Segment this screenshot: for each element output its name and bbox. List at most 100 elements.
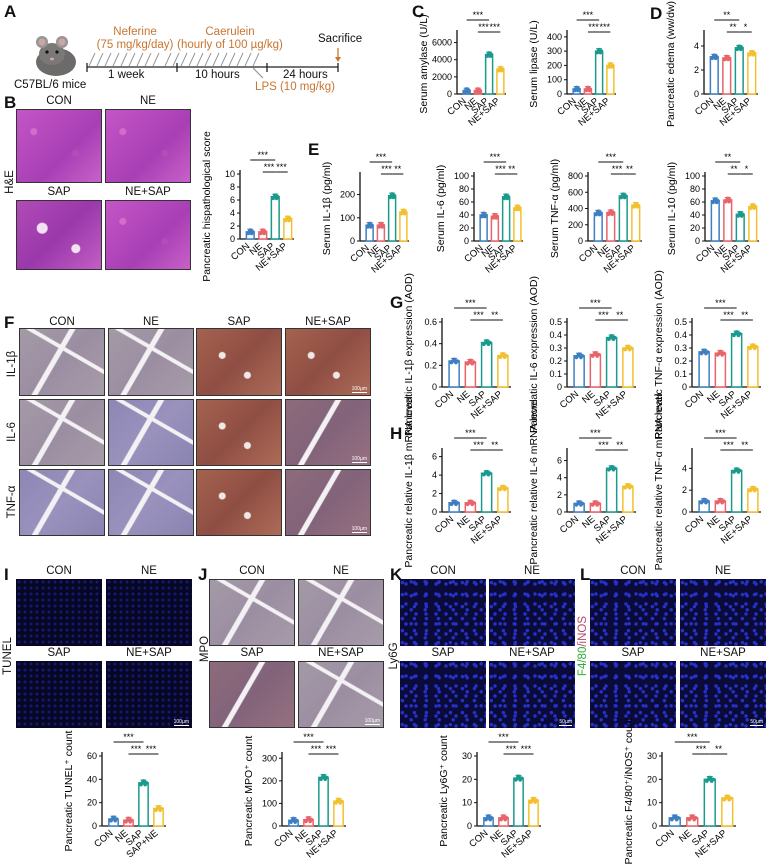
y-axis-label: Pancreatic relative IL-1β mRNA level [403, 396, 415, 567]
significance-stars: *** [590, 428, 601, 438]
y-tick-label: 2 [682, 485, 687, 495]
title-con: CON [46, 95, 72, 107]
scale-bar: 100µm [351, 526, 367, 533]
y-tick-label: 40 [87, 774, 97, 784]
mpo-con [209, 579, 295, 646]
significance-stars: * [745, 164, 749, 174]
y-tick-label: 60 [690, 197, 700, 207]
y-tick-label: 0.1 [674, 369, 687, 379]
significance-stars: *** [590, 298, 601, 308]
l-title-ne-sap: NE+SAP [700, 647, 746, 659]
bar [618, 195, 628, 242]
mpo-ne [298, 579, 384, 646]
chart-histopathology-score: Pancreatic hispathological score 0 2 4 6 8 10 C… [198, 131, 298, 282]
bar [622, 347, 634, 388]
y-axis-label: Pancreatic IL-6 expression (AOD) [528, 276, 540, 433]
significance-stars: *** [381, 164, 392, 174]
y-axis-label: Pancreatic IL-1β expression (AOD) [403, 273, 415, 436]
significance-stars: ** [616, 440, 624, 450]
y-tick-label: 6 [230, 195, 235, 205]
y-tick-label: 0.6 [424, 317, 437, 327]
y-tick-label: 0 [432, 382, 437, 392]
bar [270, 196, 280, 240]
x-tick-label: CON [272, 828, 295, 850]
x-tick-label: CON [433, 389, 456, 411]
y-tick-label: 300 [262, 753, 277, 763]
ihc-il6-ne-sap: 100µm [285, 399, 371, 466]
significance-stars: *** [696, 744, 707, 754]
y-tick-label: 4 [682, 463, 687, 473]
mpo-sap [209, 661, 295, 728]
significance-stars: ** [715, 744, 723, 754]
y-axis-label: Serum TNF-α (pg/ml) [549, 159, 561, 258]
f-title-ne-sap: NE+SAP [305, 316, 351, 328]
bar [735, 213, 745, 242]
panel-label-f: F [4, 313, 15, 332]
y-tick-label: 60 [87, 751, 97, 761]
k-title-sap: SAP [431, 647, 455, 659]
bar [730, 332, 743, 388]
scale-bar: 50µm [559, 719, 572, 726]
bar [622, 485, 634, 513]
significance-stars: ** [723, 10, 731, 20]
panel-label-i: I [4, 565, 9, 584]
y-tick-label: 10 [225, 169, 235, 179]
y-axis-label: Pancreatic relative IL-6 mRNA level [528, 399, 540, 564]
significance-stars: * [744, 22, 748, 32]
chart-mpo-count: Pancreatic MPO⁺ count 0 100 200 300 CON NE SAP N… [240, 730, 350, 861]
bar-chart-svg: Serum IL-1β (pg/ml) 0100200CONNESAPNE+SAP… [321, 152, 409, 276]
bar [448, 360, 460, 388]
mouse-strain-label: C57BL/6 mice [14, 79, 87, 91]
y-tick-label: 0 [92, 821, 97, 831]
y-tick-label: 0 [578, 236, 583, 246]
tunel-con [16, 579, 102, 646]
chart-serum-amylase: Serum amylase (U/L) 0 2000 4000 6000 CON NE SAP… [415, 8, 510, 129]
bar [496, 68, 505, 95]
significance-stars: ** [741, 310, 749, 320]
y-tick-label: 0 [652, 821, 657, 831]
significance-stars: ** [394, 164, 402, 174]
y-tick-label: 30 [462, 751, 472, 761]
title-sap: SAP [47, 186, 71, 198]
significance-stars: *** [311, 744, 322, 754]
bar [747, 52, 757, 95]
ihc-il1b-sap [196, 328, 282, 396]
significance-stars: ** [508, 164, 516, 174]
l-title-sap: SAP [621, 647, 645, 659]
j-title-con: CON [239, 565, 265, 577]
significance-stars: *** [598, 440, 609, 450]
j-title-sap: SAP [240, 647, 264, 659]
y-tick-label: 0.5 [674, 317, 687, 327]
y-axis-label: Pancreatic TNF-α expression (AOD) [653, 270, 665, 439]
f-row-il1b: IL-1β [6, 350, 18, 378]
y-tick-label: 0.3 [549, 343, 562, 353]
bar [399, 211, 408, 242]
y-tick-label: 2 [230, 221, 235, 231]
panel-label-k: K [390, 565, 403, 584]
row-label-mpo: MPO [199, 635, 211, 663]
ihc-tnfa-sap [196, 469, 282, 536]
significance-stars: *** [723, 310, 734, 320]
significance-stars: *** [495, 164, 506, 174]
significance-stars: *** [473, 10, 484, 20]
bar [722, 57, 732, 95]
bar-chart-svg: Pancreatic relative TNF-α mRNA level 0 2 4 C… [653, 394, 761, 570]
panel-label-h: H [390, 424, 403, 443]
ly6g-ne-sap: 50µm [489, 661, 575, 728]
bar [479, 214, 488, 242]
y-tick-label: 30 [647, 751, 657, 761]
he-image-ne-sap [105, 200, 191, 270]
significance-stars: *** [489, 22, 500, 32]
bar [513, 777, 524, 827]
ihc-tnfa-con [19, 469, 105, 536]
panel-label-c: C [412, 2, 425, 21]
f480-ne-sap: 50µm [680, 661, 766, 728]
f-row-il6: IL-6 [6, 422, 18, 442]
y-tick-label: 80 [459, 184, 469, 194]
lps-label: LPS (10 mg/kg) [255, 81, 335, 93]
y-tick-label: 100 [340, 213, 355, 223]
y-tick-label: 0.3 [674, 343, 687, 353]
ihc-il1b-con [19, 328, 105, 396]
bar-chart-svg: Pancreatic IL-6 expression (AOD) 0 0.1 0.2 0… [528, 276, 636, 433]
significance-stars: ** [741, 440, 749, 450]
